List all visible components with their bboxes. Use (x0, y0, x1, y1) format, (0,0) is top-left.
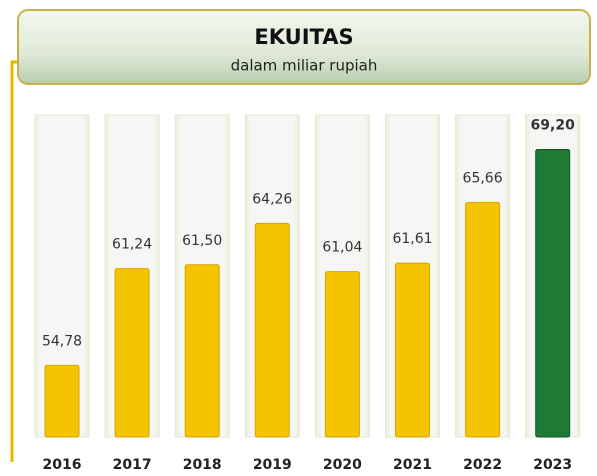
chart-subtitle: dalam miliar rupiah (231, 57, 378, 75)
value-label: 64,26 (252, 191, 292, 207)
chart-title: EKUITAS (254, 25, 353, 49)
bar (395, 262, 430, 438)
bar (44, 364, 80, 438)
x-tick-label: 2016 (43, 457, 82, 473)
bar (184, 264, 220, 438)
value-label: 65,66 (463, 170, 503, 186)
bar (254, 222, 290, 438)
x-tick-label: 2017 (113, 457, 152, 473)
value-label: 61,04 (322, 240, 362, 256)
value-label: 69,20 (531, 117, 576, 133)
bar (535, 148, 571, 438)
x-tick-label: 2018 (183, 457, 222, 473)
x-tick-label: 2021 (393, 457, 432, 473)
bar (114, 268, 150, 438)
value-label: 61,50 (182, 233, 222, 249)
x-tick-label: 2020 (323, 457, 362, 473)
value-label: 61,24 (112, 237, 152, 253)
x-tick-label: 2023 (533, 457, 572, 473)
header-box (17, 9, 591, 85)
x-tick-label: 2022 (463, 457, 502, 473)
bar (465, 201, 501, 438)
x-tick-label: 2019 (253, 457, 292, 473)
bar (324, 271, 360, 438)
value-label: 61,61 (392, 231, 432, 247)
value-label: 54,78 (42, 333, 82, 349)
